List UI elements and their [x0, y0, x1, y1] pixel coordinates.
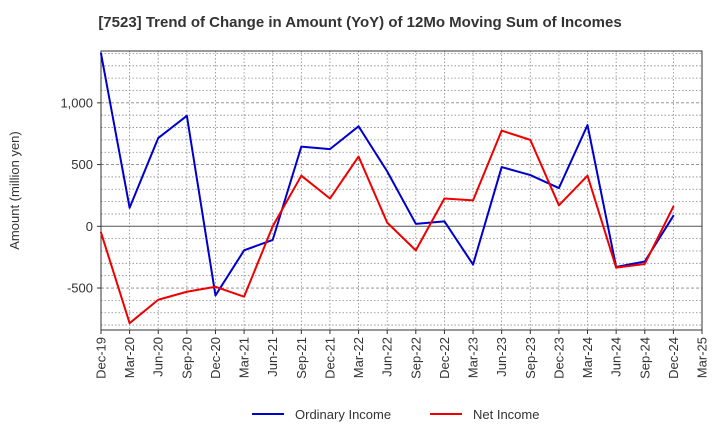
x-tick-label: Sep-21	[294, 337, 309, 379]
x-tick-label: Jun-22	[380, 337, 395, 377]
x-tick-label: Dec-21	[322, 337, 337, 379]
x-tick-label: Jun-24	[609, 337, 624, 377]
x-tick-label: Dec-19	[94, 337, 109, 379]
x-tick-label: Mar-21	[237, 337, 252, 378]
x-tick-label: Mar-20	[122, 337, 137, 378]
series-line-ordinary-income	[100, 52, 675, 297]
x-tick-label: Dec-20	[208, 337, 223, 379]
x-tick-label: Mar-23	[466, 337, 481, 378]
x-tick-label: Jun-23	[494, 337, 509, 377]
x-tick-label: Jun-21	[265, 337, 280, 377]
x-tick-label: Dec-24	[666, 337, 681, 379]
x-tick-label: Sep-23	[523, 337, 538, 379]
x-tick-label: Sep-22	[408, 337, 423, 379]
x-tick-label: Jun-20	[151, 337, 166, 377]
y-tick-label: 0	[86, 219, 93, 234]
y-axis-label: Amount (million yen)	[7, 131, 22, 250]
x-tick-label: Dec-23	[551, 337, 566, 379]
chart-title: [7523] Trend of Change in Amount (YoY) o…	[98, 14, 622, 31]
series-layer	[100, 52, 675, 325]
grid	[100, 51, 703, 330]
y-tick-label: 1,000	[60, 95, 93, 110]
series-line-net-income	[100, 129, 675, 325]
y-tick-label: 500	[71, 157, 93, 172]
x-tick-label: Mar-24	[580, 337, 595, 378]
tick-labels: -500 0 500 1,000 Dec-19 Mar-20 Jun-20 Sep-20 Dec…	[7, 95, 710, 379]
plot-area-border	[100, 50, 703, 331]
legend-label-net-income: Net Income	[473, 407, 539, 422]
x-tick-label: Sep-20	[179, 337, 194, 379]
legend: Ordinary Income Net Income	[252, 407, 539, 422]
legend-label-ordinary-income: Ordinary Income	[295, 407, 391, 422]
x-tick-label: Sep-24	[637, 337, 652, 379]
x-tick-label: Dec-22	[437, 337, 452, 379]
x-tick-label: Mar-22	[351, 337, 366, 378]
x-tick-label: Mar-25	[695, 337, 710, 378]
axes	[97, 50, 703, 334]
y-tick-label: -500	[67, 281, 93, 296]
